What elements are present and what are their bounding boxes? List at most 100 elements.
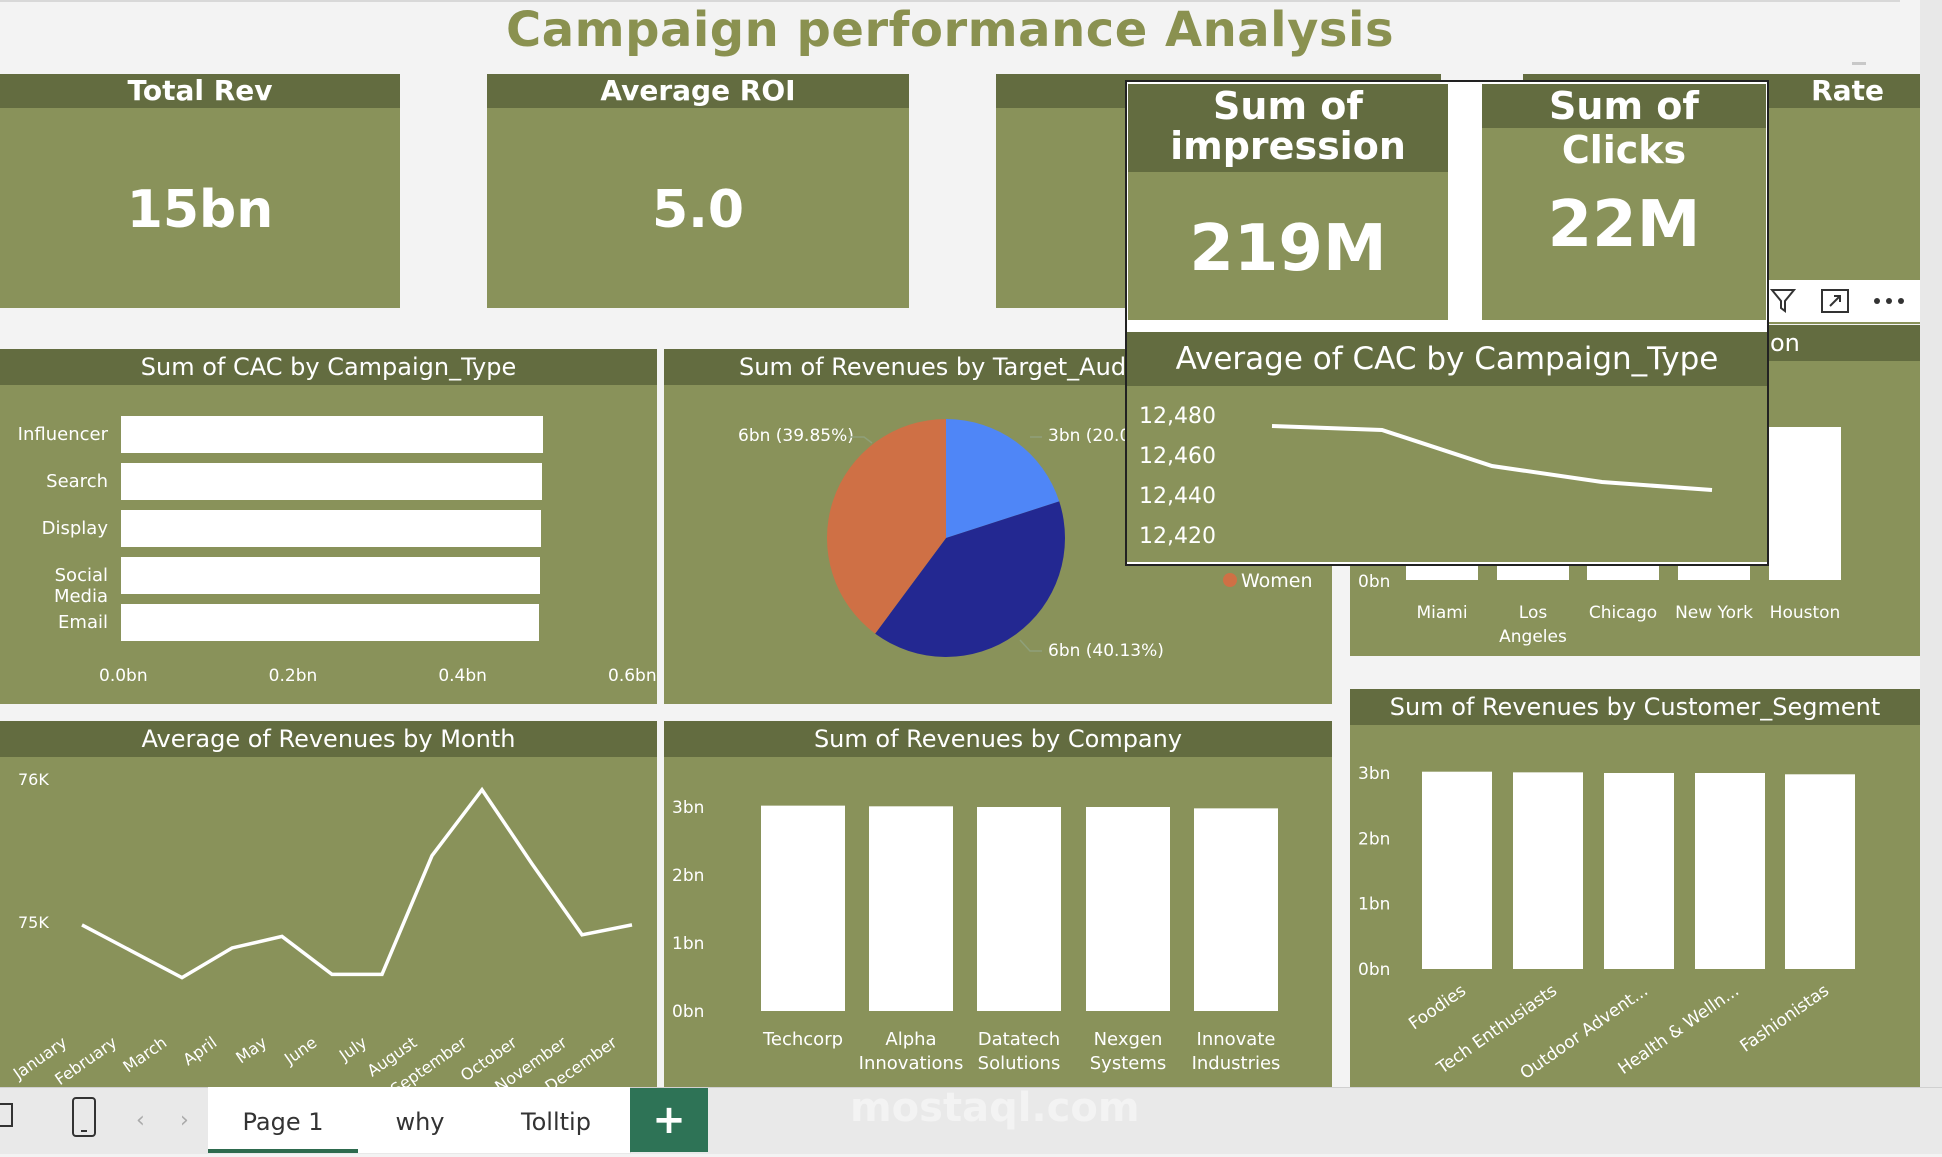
kpi-average-roi: Average ROI 5.0 — [487, 74, 909, 308]
legend-women: Women — [1241, 570, 1313, 592]
kpi-total-rev: Total Rev 15bn — [0, 74, 400, 308]
scroll-edge[interactable] — [1920, 0, 1942, 1087]
category-label: Industries — [1192, 1053, 1281, 1074]
bar[interactable] — [121, 416, 544, 453]
category-label: Display — [41, 518, 108, 539]
kpi-value: 5.0 — [651, 180, 745, 240]
bar[interactable] — [761, 805, 845, 1011]
bar[interactable] — [121, 604, 540, 641]
filter-icon[interactable] — [1770, 287, 1796, 315]
y-tick-0bn: 0bn — [1358, 572, 1390, 592]
tab-tooltip[interactable]: Tolltip — [482, 1087, 631, 1153]
bar[interactable] — [121, 557, 541, 594]
y-tick-label: 12,480 — [1139, 404, 1216, 429]
chevron-left-icon[interactable]: ‹ — [136, 1108, 145, 1133]
desktop-view-icon[interactable] — [0, 1098, 16, 1138]
bar[interactable] — [1086, 807, 1170, 1011]
focus-mode-icon[interactable] — [1820, 288, 1850, 314]
chart-title: Sum of CAC by Campaign_Type — [0, 349, 657, 385]
series-line[interactable] — [81, 786, 633, 980]
category-label: Influencer — [17, 424, 108, 445]
add-page-button[interactable]: + — [630, 1088, 708, 1152]
y-tick-75k: 75K — [18, 913, 49, 932]
bar[interactable] — [1769, 427, 1841, 580]
minimize-dash-icon — [1852, 62, 1866, 65]
category-label: Houston — [1770, 603, 1841, 623]
category-label: Innovations — [859, 1053, 964, 1074]
kpi-title: Sum of impression — [1128, 84, 1448, 172]
category-label: Chicago — [1589, 603, 1657, 623]
category-label: Social Media — [53, 565, 108, 607]
kpi-title: Total Rev — [0, 74, 400, 108]
series-line[interactable] — [1271, 424, 1713, 492]
avg-cac-overlay-chart[interactable]: Average of CAC by Campaign_Type — [1127, 332, 1767, 562]
kpi-value: 22M — [1547, 188, 1701, 262]
visual-toolbar — [1755, 280, 1920, 322]
y-tick-label: 1bn — [672, 934, 704, 954]
revenue-by-month-chart[interactable]: Average of Revenues by Month — [0, 721, 657, 1087]
x-tick-label: May — [232, 1033, 270, 1068]
bar[interactable] — [121, 510, 542, 547]
tab-page-1[interactable]: Page 1 — [208, 1087, 359, 1153]
category-label: Datatech — [978, 1029, 1060, 1050]
x-tick-label: 0.0bn — [99, 666, 148, 686]
kpi-sum-clicks: Sum of Clicks 22M — [1482, 84, 1766, 320]
category-label: Los — [1519, 603, 1548, 623]
pie-label-top-right: 3bn (20.0 — [1048, 426, 1130, 446]
tab-why[interactable]: why — [358, 1087, 483, 1153]
category-label: New York — [1675, 603, 1753, 623]
y-tick-76k: 76K — [18, 770, 49, 789]
category-label: Innovate — [1197, 1029, 1276, 1050]
x-tick-label: July — [335, 1033, 370, 1066]
x-tick-label: June — [280, 1033, 320, 1069]
chevron-right-icon[interactable]: › — [180, 1108, 189, 1133]
y-tick-label: 3bn — [1358, 764, 1390, 784]
bar[interactable] — [1785, 774, 1855, 969]
bar[interactable] — [1695, 773, 1765, 969]
chart-title: Average of Revenues by Month — [0, 721, 657, 757]
more-options-icon[interactable] — [1872, 296, 1906, 306]
mobile-view-icon[interactable] — [70, 1096, 98, 1138]
bar[interactable] — [1513, 772, 1583, 969]
pie-slice[interactable] — [826, 419, 946, 634]
bar[interactable] — [1604, 773, 1674, 969]
y-tick-label: 1bn — [1358, 895, 1390, 915]
kpi-title: Average ROI — [487, 74, 909, 108]
bar[interactable] — [977, 807, 1061, 1011]
kpi-value: 219M — [1189, 212, 1387, 286]
pie-slice[interactable] — [875, 501, 1065, 657]
category-label: Systems — [1090, 1053, 1167, 1074]
category-label: Fashionistas — [1736, 981, 1833, 1057]
x-tick-label: 0.6bn — [608, 666, 657, 686]
y-tick-label: 0bn — [672, 1002, 704, 1022]
y-tick-label: 0bn — [1358, 960, 1390, 980]
kpi-value: 15bn — [126, 180, 274, 240]
bar[interactable] — [1422, 771, 1492, 969]
pie-chart[interactable]: 6bn (39.85%) 3bn (20.0 6bn (40.13%) Wome… — [664, 385, 1332, 704]
legend-women-swatch — [1223, 573, 1237, 587]
pie-slice[interactable] — [946, 419, 1060, 538]
y-tick-label: 12,460 — [1139, 444, 1216, 469]
pie-label-bottom: 6bn (40.13%) — [1048, 641, 1164, 661]
category-label: Search — [46, 471, 108, 492]
category-label: Angeles — [1499, 627, 1567, 647]
y-tick-label: 3bn — [672, 798, 704, 818]
kpi-title: Sum of Clicks — [1482, 84, 1766, 172]
cac-line-chart[interactable]: 12,480 12,460 12,440 12,420 — [1127, 386, 1767, 562]
category-label: Foodies — [1405, 981, 1470, 1035]
x-tick-label: March — [119, 1033, 170, 1077]
category-label: Solutions — [978, 1053, 1061, 1074]
watermark: mostaql.com — [850, 1085, 1140, 1131]
y-tick-label: 12,420 — [1139, 524, 1216, 549]
bar[interactable] — [121, 463, 543, 500]
divider — [0, 0, 1900, 2]
x-tick-label: April — [179, 1033, 220, 1070]
y-tick-label: 2bn — [672, 866, 704, 886]
chart-title: Sum of Revenues by Customer_Segment — [1350, 689, 1920, 725]
bar[interactable] — [1194, 808, 1278, 1011]
bar[interactable] — [869, 806, 953, 1011]
page-title: Campaign performance Analysis — [505, 2, 1395, 58]
company-bar-chart[interactable]: 3bn 2bn 1bn 0bn Techcorp Alpha Innovations Data… — [664, 757, 1332, 1087]
